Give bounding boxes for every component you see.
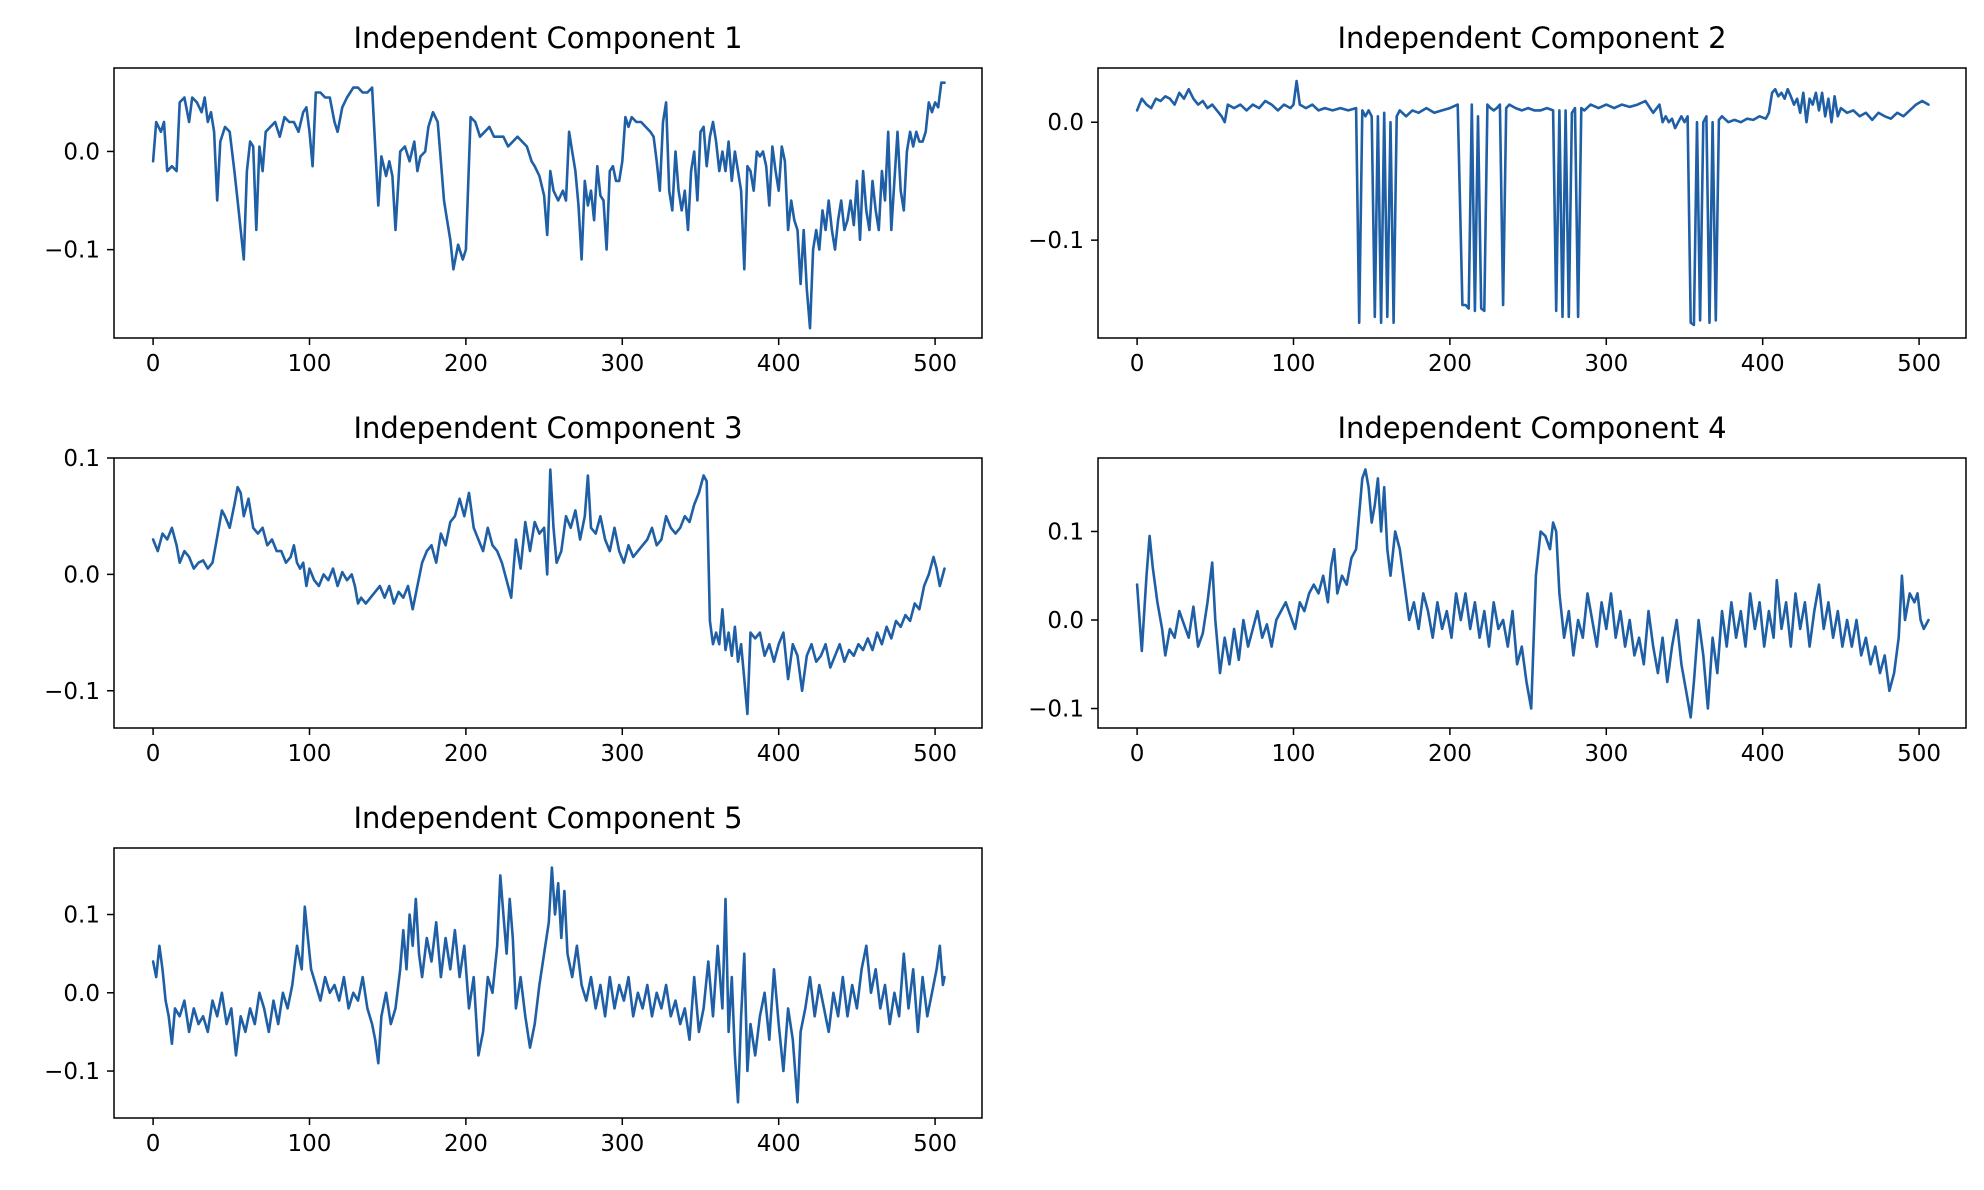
y-tick-label: −0.1 <box>1028 697 1084 723</box>
x-tick-label: 0 <box>1130 351 1145 377</box>
series-line <box>151 468 946 716</box>
y-tick-label: −0.1 <box>44 1059 100 1085</box>
x-tick-label: 0 <box>146 1131 161 1157</box>
x-tick-label: 400 <box>757 1131 801 1157</box>
x-tick-label: 0 <box>1130 741 1145 767</box>
x-tick-label: 400 <box>1741 741 1785 767</box>
y-tick-label: 0.1 <box>1047 519 1084 545</box>
x-tick-label: 500 <box>1897 351 1941 377</box>
x-tick-label: 300 <box>1584 741 1628 767</box>
x-tick-label: 400 <box>1741 351 1785 377</box>
subplot-5: Independent Component 5 0 100 200 300 400 500… <box>44 801 983 1157</box>
x-tick-label: 400 <box>757 741 801 767</box>
x-tick-label: 0 <box>146 741 161 767</box>
x-tick-label: 500 <box>913 741 957 767</box>
x-tick-label: 0 <box>146 351 161 377</box>
subplot-4: Independent Component 4 0 100 200 300 400 500… <box>1028 411 1967 767</box>
series-line <box>151 81 946 330</box>
x-tick-label: 100 <box>288 351 332 377</box>
y-tick-label: −0.1 <box>44 679 100 705</box>
axes-frame <box>113 67 983 339</box>
x-tick-label: 300 <box>1584 351 1628 377</box>
x-tick-label: 200 <box>444 1131 488 1157</box>
x-tick-label: 200 <box>444 741 488 767</box>
axes-frame <box>1097 67 1967 339</box>
subplot-1: Independent Component 1 0 100 200 300 400 500… <box>44 21 983 377</box>
x-tick-label: 100 <box>288 741 332 767</box>
x-tick-label: 500 <box>913 351 957 377</box>
x-tick-label: 300 <box>600 1131 644 1157</box>
x-tick-label: 200 <box>444 351 488 377</box>
chart-title: Independent Component 1 <box>353 21 742 55</box>
x-tick-label: 500 <box>1897 741 1941 767</box>
x-tick-label: 300 <box>600 351 644 377</box>
x-tick-label: 400 <box>757 351 801 377</box>
series-line <box>1135 79 1930 327</box>
y-tick-label: 0.0 <box>1047 608 1084 634</box>
axes-frame <box>113 457 983 729</box>
x-tick-label: 200 <box>1428 741 1472 767</box>
chart-title: Independent Component 3 <box>353 411 742 445</box>
y-tick-label: 0.1 <box>63 903 100 929</box>
y-tick-label: −0.1 <box>1028 228 1084 254</box>
axes-frame <box>1097 457 1967 729</box>
x-tick-label: 100 <box>1272 741 1316 767</box>
chart-title: Independent Component 5 <box>353 801 742 835</box>
y-tick-label: 0.0 <box>63 981 100 1007</box>
y-tick-label: 0.0 <box>63 562 100 588</box>
y-tick-label: 0.1 <box>63 446 100 472</box>
axes-frame <box>113 847 983 1119</box>
chart-title: Independent Component 2 <box>1337 21 1726 55</box>
x-tick-label: 100 <box>1272 351 1316 377</box>
x-tick-label: 300 <box>600 741 644 767</box>
y-tick-label: 0.0 <box>63 139 100 165</box>
chart-title: Independent Component 4 <box>1337 411 1726 445</box>
series-line <box>1135 468 1930 719</box>
series-line <box>151 866 946 1104</box>
y-tick-label: 0.0 <box>1047 110 1084 136</box>
x-tick-label: 100 <box>288 1131 332 1157</box>
y-tick-label: −0.1 <box>44 238 100 264</box>
x-tick-label: 500 <box>913 1131 957 1157</box>
subplot-2: Independent Component 2 0 100 200 300 400 500… <box>1028 21 1967 377</box>
subplot-3: Independent Component 3 0 100 200 300 400 500… <box>44 411 983 767</box>
x-tick-label: 200 <box>1428 351 1472 377</box>
